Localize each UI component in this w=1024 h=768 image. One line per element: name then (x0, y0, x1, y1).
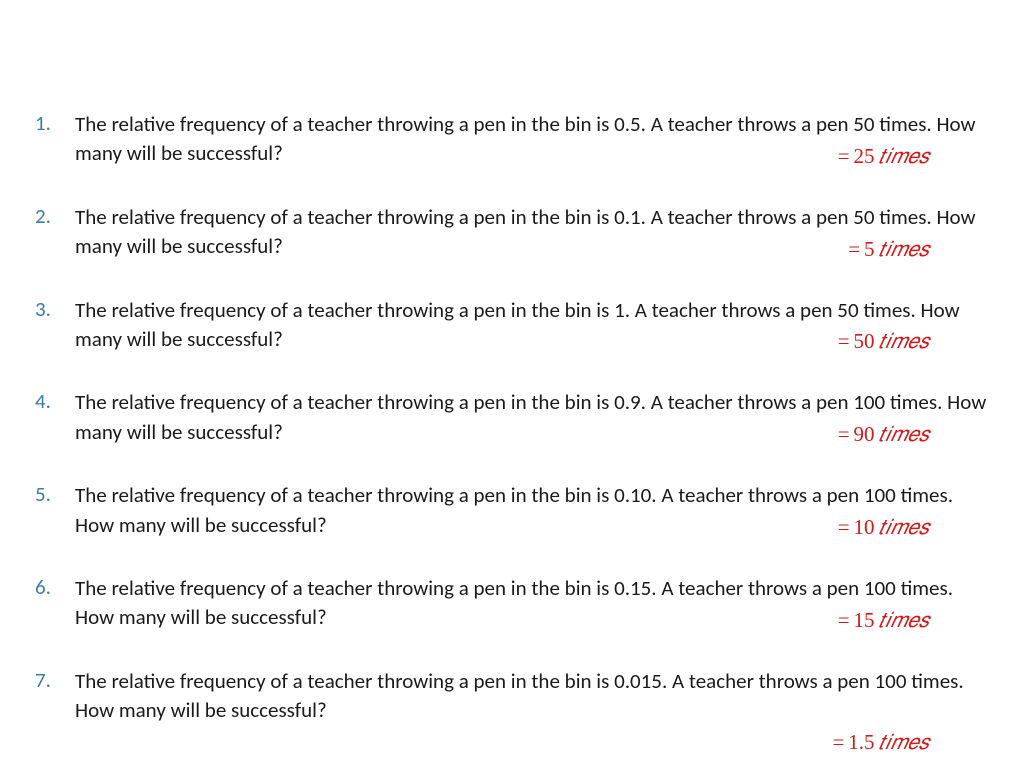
question-number: 7. (35, 667, 75, 693)
answer: =90𝑡𝑖𝑚𝑒𝑠 (838, 422, 929, 447)
answer: =25𝑡𝑖𝑚𝑒𝑠 (838, 144, 929, 169)
question-content: The relative frequency of a teacher thro… (75, 574, 989, 633)
question-4: 4. The relative frequency of a teacher t… (35, 388, 989, 447)
question-number: 1. (35, 110, 75, 136)
question-text: The relative frequency of a teacher thro… (75, 667, 989, 726)
question-1: 1. The relative frequency of a teacher t… (35, 110, 989, 169)
question-number: 2. (35, 203, 75, 229)
answer: =15𝑡𝑖𝑚𝑒𝑠 (838, 608, 929, 633)
answer: =50𝑡𝑖𝑚𝑒𝑠 (838, 329, 929, 354)
question-2: 2. The relative frequency of a teacher t… (35, 203, 989, 262)
answer: =5𝑡𝑖𝑚𝑒𝑠 (848, 237, 929, 262)
question-content: The relative frequency of a teacher thro… (75, 481, 989, 540)
question-content: The relative frequency of a teacher thro… (75, 110, 989, 169)
question-number: 4. (35, 388, 75, 414)
question-3: 3. The relative frequency of a teacher t… (35, 296, 989, 355)
question-6: 6. The relative frequency of a teacher t… (35, 574, 989, 633)
question-7: 7. The relative frequency of a teacher t… (35, 667, 989, 726)
answer: =10𝑡𝑖𝑚𝑒𝑠 (838, 515, 929, 540)
question-content: The relative frequency of a teacher thro… (75, 388, 989, 447)
question-number: 5. (35, 481, 75, 507)
question-number: 6. (35, 574, 75, 600)
question-content: The relative frequency of a teacher thro… (75, 203, 989, 262)
question-number: 3. (35, 296, 75, 322)
question-content: The relative frequency of a teacher thro… (75, 296, 989, 355)
question-5: 5. The relative frequency of a teacher t… (35, 481, 989, 540)
question-content: The relative frequency of a teacher thro… (75, 667, 989, 726)
answer: =1.5𝑡𝑖𝑚𝑒𝑠 (832, 730, 929, 755)
